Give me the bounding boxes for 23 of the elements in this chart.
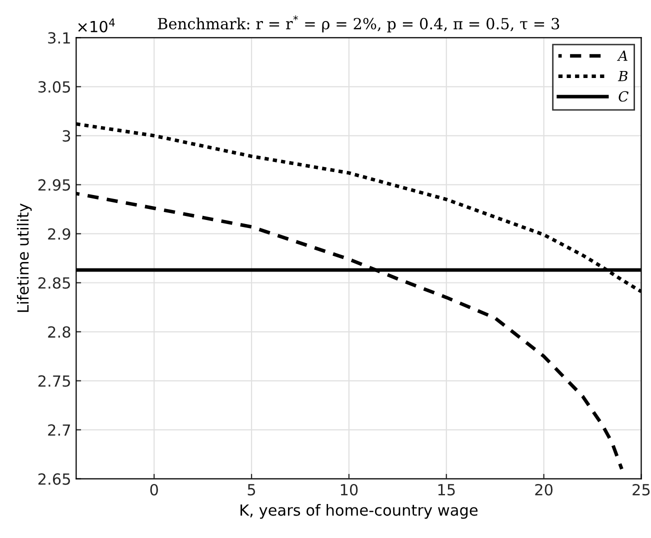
text: ×10$^{4}$ bbox=[78, 18, 115, 32]
x-tick-label: 10 bbox=[340, 484, 358, 496]
y-tick-label: 2.85 bbox=[38, 277, 70, 289]
y-axis-title: Lifetime utility bbox=[16, 204, 32, 312]
legend-label: A bbox=[617, 50, 628, 61]
y-tick-label: 2.7 bbox=[48, 424, 70, 436]
x-tick-label: 25 bbox=[632, 484, 650, 496]
x-axis-title: K, years of home-country wage bbox=[240, 504, 478, 519]
x-tick-label: 5 bbox=[248, 484, 256, 496]
y-tick-label: 3.05 bbox=[38, 81, 70, 93]
y-tick-label: 2.8 bbox=[48, 326, 70, 338]
y-tick-label: 2.95 bbox=[38, 179, 70, 191]
y-tick-label: 2.65 bbox=[38, 473, 70, 485]
x-tick-label: 20 bbox=[535, 484, 553, 496]
chart-title: Benchmark: r = r$^{*}$ = ρ = 2%, p = 0.4, π = 0.5, τ = 3 bbox=[158, 15, 560, 32]
y-tick-label: 2.9 bbox=[48, 228, 70, 240]
legend-label: C bbox=[618, 91, 628, 102]
x-tick-label: 0 bbox=[150, 484, 158, 496]
x-tick-label: 15 bbox=[438, 484, 455, 496]
y-tick-label: 2.75 bbox=[38, 375, 70, 387]
legend-label: B bbox=[618, 70, 628, 82]
y-tick-label: 3.1 bbox=[48, 32, 70, 44]
y-tick-label: 3 bbox=[62, 130, 70, 142]
